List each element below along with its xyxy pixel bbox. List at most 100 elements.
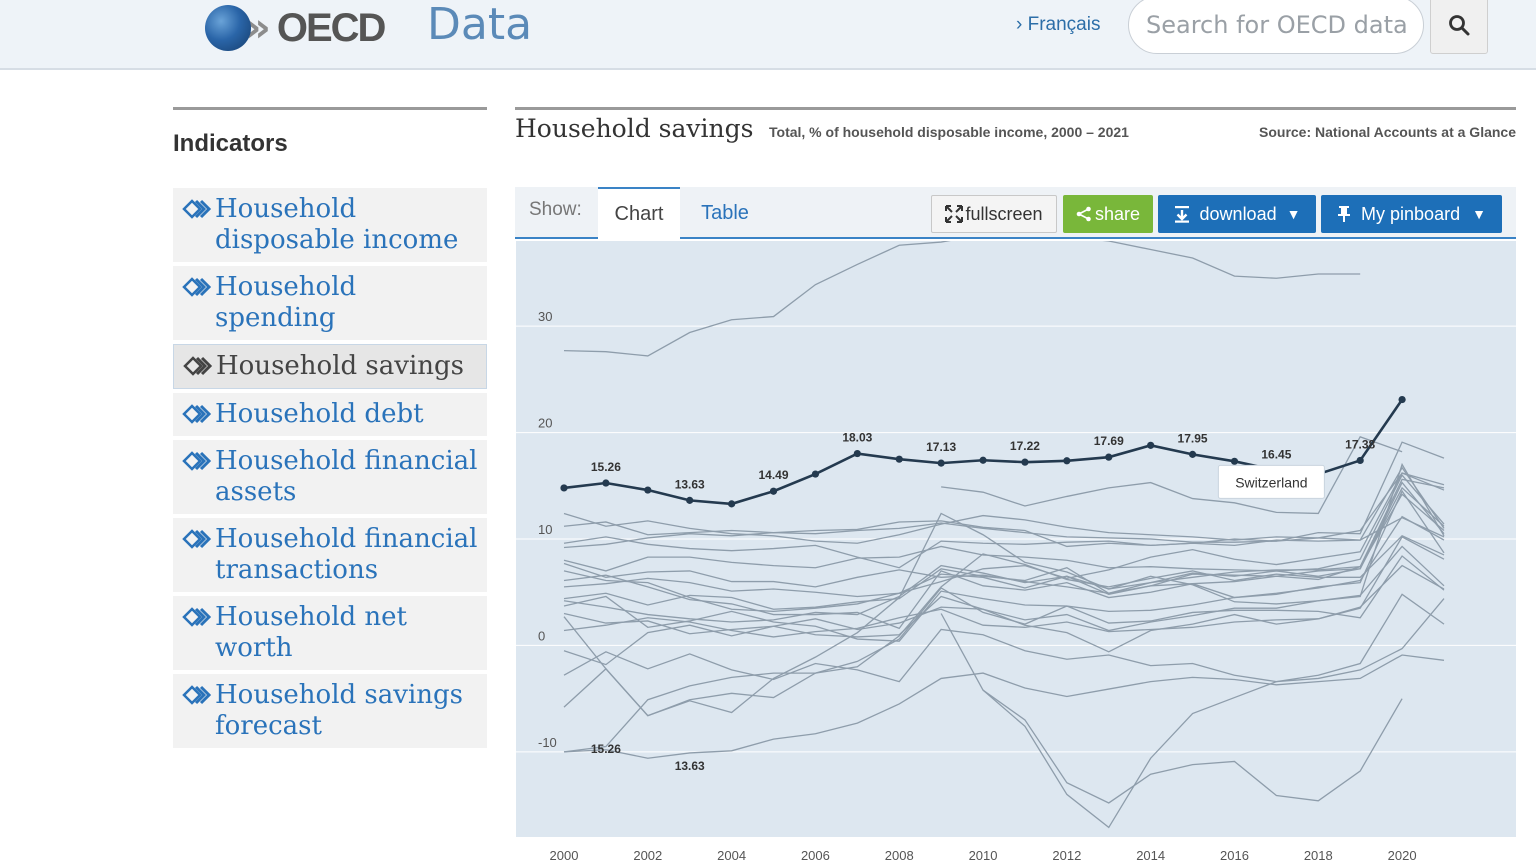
fullscreen-button[interactable]: fullscreen bbox=[931, 195, 1057, 233]
tab-chart[interactable]: Chart bbox=[598, 187, 680, 239]
series-line[interactable] bbox=[563, 466, 1445, 544]
tooltip-text: Switzerland bbox=[1235, 474, 1307, 490]
download-label: download bbox=[1199, 203, 1277, 224]
search-input[interactable] bbox=[1129, 0, 1423, 53]
section-title[interactable]: Data bbox=[427, 0, 533, 50]
highlight-point[interactable] bbox=[686, 496, 694, 504]
sidebar-item-label: Household debt bbox=[215, 399, 424, 429]
highlight-point[interactable] bbox=[1356, 456, 1364, 465]
series-line[interactable] bbox=[563, 472, 1445, 598]
oecd-logo[interactable]: » OECD bbox=[205, 4, 387, 52]
highlight-point[interactable] bbox=[937, 459, 945, 467]
y-tick-label: 30 bbox=[538, 309, 552, 324]
series-line[interactable] bbox=[941, 436, 1403, 515]
highlight-point[interactable] bbox=[1188, 450, 1197, 458]
double-chevron-icon bbox=[182, 277, 211, 297]
pinboard-button[interactable]: My pinboard ▼ bbox=[1321, 195, 1502, 233]
series-line[interactable] bbox=[563, 535, 1445, 753]
chart-subtitle: Total, % of household disposable income,… bbox=[769, 124, 1129, 140]
chart-area[interactable]: -10 0 10 20 30 2000 2002 2004 2006 2008 2010 2012 20… bbox=[516, 241, 1516, 863]
double-chevron-icon bbox=[183, 356, 212, 376]
highlight-point[interactable] bbox=[560, 484, 568, 492]
highlight-point[interactable] bbox=[1021, 458, 1029, 466]
highlight-point[interactable] bbox=[853, 449, 861, 458]
x-tick-label: 2010 bbox=[969, 848, 998, 863]
series-line[interactable] bbox=[563, 536, 1445, 666]
sidebar-item-household-savings-forecast[interactable]: Household savings forecast bbox=[173, 674, 487, 748]
x-tick-label: 2008 bbox=[885, 848, 914, 863]
x-tick-label: 2004 bbox=[717, 848, 746, 863]
double-chevron-icon bbox=[182, 451, 211, 471]
sidebar-item-household-financial-assets[interactable]: Household financial assets bbox=[173, 440, 487, 514]
x-tick-label: 2012 bbox=[1052, 848, 1081, 863]
logo-text: OECD bbox=[276, 5, 387, 50]
chart-title: Household savings bbox=[515, 114, 754, 143]
sidebar-item-label: Household financial assets bbox=[215, 446, 478, 507]
show-label: Show: bbox=[529, 199, 582, 220]
tooltip-box bbox=[1217, 464, 1325, 499]
expand-icon bbox=[945, 205, 964, 223]
share-button[interactable]: share bbox=[1063, 195, 1153, 233]
series-line[interactable] bbox=[563, 462, 1445, 717]
sidebar-item-household-spending[interactable]: Household spending bbox=[173, 266, 487, 340]
highlight-point[interactable] bbox=[769, 487, 778, 495]
data-label: 13.63 bbox=[675, 759, 705, 773]
sidebar-item-household-savings[interactable]: Household savings bbox=[173, 344, 487, 389]
double-chevron-icon bbox=[182, 685, 211, 705]
series-line[interactable] bbox=[563, 473, 1445, 610]
series-line[interactable] bbox=[563, 516, 1445, 569]
globe-icon bbox=[205, 5, 251, 51]
highlight-point[interactable] bbox=[1063, 457, 1071, 465]
series-line[interactable] bbox=[563, 489, 1445, 630]
language-link[interactable]: › Français bbox=[1016, 14, 1101, 35]
series-line[interactable] bbox=[563, 493, 1445, 613]
series-line[interactable] bbox=[563, 555, 1445, 642]
double-chevron-icon bbox=[182, 404, 211, 424]
sidebar-item-household-debt[interactable]: Household debt bbox=[173, 393, 487, 436]
sidebar-item-household-financial-transactions[interactable]: Household financial transactions bbox=[173, 518, 487, 592]
highlight-point[interactable] bbox=[1230, 457, 1239, 465]
highlight-point[interactable] bbox=[811, 470, 820, 478]
highlight-point[interactable] bbox=[602, 479, 610, 487]
search-button[interactable] bbox=[1430, 0, 1488, 54]
series-line[interactable] bbox=[563, 481, 1445, 577]
highlight-point[interactable] bbox=[1105, 453, 1113, 461]
series-line[interactable] bbox=[563, 564, 1445, 638]
highlight-point[interactable] bbox=[1147, 441, 1155, 449]
y-tick-label: 20 bbox=[538, 416, 552, 431]
series-line[interactable] bbox=[563, 545, 1445, 635]
highlight-point[interactable] bbox=[644, 486, 652, 494]
main-divider bbox=[515, 107, 1516, 110]
series-line[interactable] bbox=[563, 593, 1445, 683]
data-label: 15.26 bbox=[591, 460, 621, 474]
series-line[interactable] bbox=[940, 613, 1403, 804]
top-bar: » OECD Data › Français bbox=[0, 0, 1536, 70]
sidebar-item-household-disposable-income[interactable]: Household disposable income bbox=[173, 188, 487, 262]
series-line[interactable] bbox=[982, 598, 1445, 829]
sidebar-heading: Indicators bbox=[173, 130, 288, 157]
x-tick-label: 2006 bbox=[801, 848, 830, 863]
search-box[interactable] bbox=[1128, 0, 1424, 54]
chart-toolbar: Show: Chart Table fullscreen share downl… bbox=[515, 187, 1516, 239]
double-chevron-icon bbox=[182, 607, 211, 627]
pin-icon bbox=[1338, 206, 1351, 222]
savings-line-chart[interactable]: -10 0 10 20 30 2000 2002 2004 2006 2008 2010 2012 20… bbox=[516, 241, 1516, 864]
download-button[interactable]: download ▼ bbox=[1158, 195, 1316, 233]
y-tick-label: 10 bbox=[538, 522, 552, 537]
sidebar-item-label: Household savings forecast bbox=[215, 680, 464, 741]
download-icon bbox=[1174, 206, 1189, 223]
highlight-point[interactable] bbox=[895, 455, 903, 463]
indicators-sidebar: Indicators Household disposable income Ho… bbox=[173, 107, 487, 752]
series-line[interactable] bbox=[563, 241, 1361, 357]
sidebar-item-household-net-worth[interactable]: Household net worth bbox=[173, 596, 487, 670]
highlight-point[interactable] bbox=[728, 500, 736, 508]
highlight-point[interactable] bbox=[1398, 395, 1406, 404]
series-line[interactable] bbox=[563, 515, 1445, 717]
highlight-point[interactable] bbox=[979, 456, 987, 464]
x-tick-label: 2016 bbox=[1220, 848, 1249, 863]
tab-table[interactable]: Table bbox=[701, 201, 749, 224]
y-tick-label: 0 bbox=[538, 628, 545, 643]
x-tick-label: 2020 bbox=[1388, 848, 1417, 863]
series-line[interactable] bbox=[563, 654, 1445, 759]
chart-source: Source: National Accounts at a Glance bbox=[1259, 124, 1516, 140]
